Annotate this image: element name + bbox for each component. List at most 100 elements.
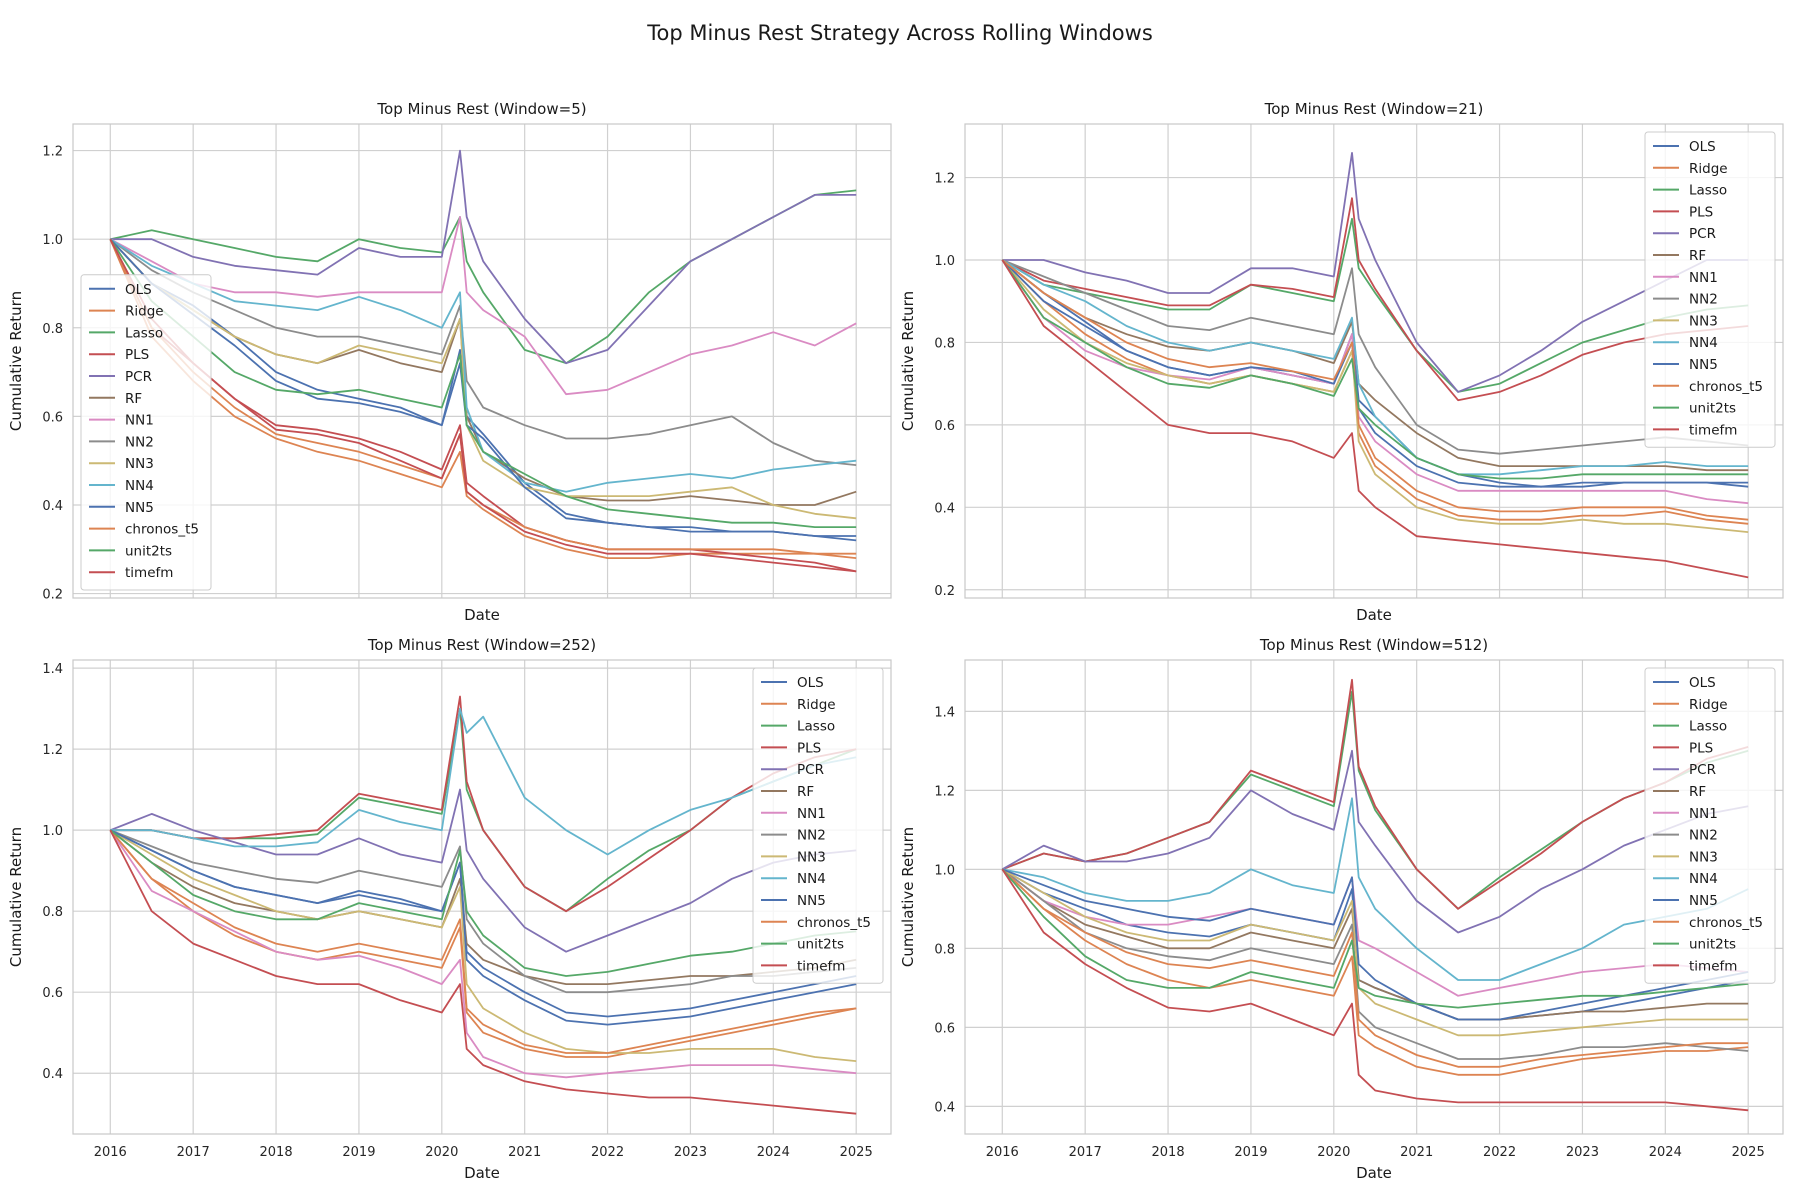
series-line-NN2 (109, 238, 857, 466)
y-tick-label: 0.6 (42, 410, 63, 425)
figure-title: Top Minus Rest Strategy Across Rolling W… (646, 21, 1153, 45)
x-axis-label: Date (464, 1164, 500, 1182)
series-line-unit2ts (109, 829, 857, 977)
legend: OLS Ridge Lasso PLS PCR RF NN1 NN2 NN3 NN4 NN5 chro… (1644, 667, 1776, 984)
legend-label-NN4: NN4 (797, 871, 826, 887)
x-tick-label: 2022 (591, 1145, 624, 1160)
legend-label-NN5: NN5 (1689, 893, 1718, 909)
series-line-Ridge (109, 829, 857, 1058)
series-line-NN4 (1002, 797, 1749, 981)
series-line-NN3 (109, 829, 857, 1062)
legend-label-RF: RF (1689, 784, 1706, 800)
y-tick-label: 1.2 (42, 145, 63, 160)
y-tick-label: 1.0 (42, 233, 63, 248)
y-tick-label: 0.8 (42, 905, 63, 920)
y-tick-label: 1.4 (42, 662, 63, 677)
series-line-chronos_t5 (1001, 868, 1749, 1068)
subplot-4: 0.4 0.6 0.8 1.0 1.2 1.4 2016 2017 2018 2019 2020 20… (899, 636, 1784, 1182)
legend-label-OLS: OLS (1689, 139, 1716, 155)
series-line-unit2ts (109, 238, 857, 528)
subplot-3: 0.4 0.6 0.8 1.0 1.2 1.4 2016 2017 2018 2019 2020 20… (7, 636, 892, 1182)
axes-frame (964, 659, 1784, 1135)
legend-label-NN1: NN1 (797, 806, 826, 822)
series-line-NN1 (109, 829, 857, 1079)
legend-label-RF: RF (1689, 248, 1706, 264)
series-line-timefm (1001, 259, 1749, 579)
series-line-PCR (1002, 151, 1749, 393)
legend-label-NN2: NN2 (797, 828, 826, 844)
series-line-PLS (109, 238, 857, 573)
series-line-NN3 (1001, 259, 1749, 533)
y-tick-label: 0.8 (42, 322, 63, 337)
legend-label-chronos_t5: chronos_t5 (1689, 915, 1763, 931)
legend: OLS Ridge Lasso PLS PCR RF NN1 NN2 NN3 NN4 NN5 chro… (80, 274, 212, 591)
x-tick-label: 2018 (1152, 1145, 1185, 1160)
legend-label-Lasso: Lasso (797, 719, 835, 735)
axes-frame (72, 123, 892, 599)
legend-label-timefm: timefm (1689, 958, 1737, 974)
subplot-1: 0.2 0.4 0.6 0.8 1.0 1.2 Top Minus Rest (Window… (7, 100, 892, 624)
y-tick-label: 1.2 (42, 743, 63, 758)
y-tick-label: 0.4 (42, 499, 63, 514)
series-line-unit2ts (1001, 868, 1749, 1009)
y-tick-label: 1.0 (934, 863, 955, 878)
legend-label-OLS: OLS (797, 675, 824, 691)
x-tick-label: 2017 (1069, 1145, 1102, 1160)
legend-label-NN2: NN2 (1689, 828, 1718, 844)
legend-label-PCR: PCR (1689, 762, 1716, 778)
legend-label-NN1: NN1 (1689, 806, 1718, 822)
y-tick-label: 1.2 (934, 172, 955, 187)
subplot-title: Top Minus Rest (Window=252) (367, 636, 596, 654)
legend-label-unit2ts: unit2ts (125, 543, 172, 559)
y-tick-label: 1.0 (934, 254, 955, 269)
y-tick-label: 0.4 (934, 501, 955, 516)
legend: OLS Ridge Lasso PLS PCR RF NN1 NN2 NN3 NN4 NN5 chro… (1644, 131, 1776, 448)
series-line-NN2 (1001, 259, 1749, 455)
series-line-chronos_t5 (1001, 259, 1749, 521)
x-tick-label: 2020 (1317, 1145, 1350, 1160)
series-line-NN2 (109, 829, 857, 994)
axes-frame (964, 123, 1784, 599)
series-line-timefm (1001, 868, 1749, 1112)
series-line-PLS (110, 695, 857, 913)
x-tick-label: 2021 (1400, 1145, 1433, 1160)
legend-label-NN3: NN3 (1689, 849, 1718, 865)
series-line-Ridge (1001, 868, 1749, 1076)
series-line-PLS (1001, 678, 1749, 910)
legend-label-PCR: PCR (1689, 226, 1716, 242)
x-axis-label: Date (464, 606, 500, 624)
legend-label-PCR: PCR (797, 762, 824, 778)
legend-label-timefm: timefm (797, 958, 845, 974)
x-axis-label: Date (1356, 606, 1392, 624)
y-tick-label: 0.4 (42, 1067, 63, 1082)
x-tick-label: 2022 (1483, 1145, 1516, 1160)
y-tick-label: 0.2 (934, 584, 955, 599)
legend-label-Lasso: Lasso (1689, 183, 1727, 199)
legend-label-OLS: OLS (125, 282, 152, 298)
series-line-PCR (110, 149, 857, 365)
legend-label-Ridge: Ridge (1689, 161, 1728, 177)
legend-label-PCR: PCR (125, 369, 152, 385)
x-tick-label: 2019 (1234, 1145, 1267, 1160)
legend-label-NN5: NN5 (1689, 357, 1718, 373)
legend-label-Lasso: Lasso (1689, 719, 1727, 735)
legend-label-unit2ts: unit2ts (797, 937, 844, 953)
y-tick-label: 0.6 (934, 1021, 955, 1036)
legend-label-PLS: PLS (1689, 740, 1713, 756)
x-tick-label: 2018 (260, 1145, 293, 1160)
legend-label-NN3: NN3 (1689, 313, 1718, 329)
legend-label-NN3: NN3 (797, 849, 826, 865)
x-tick-label: 2016 (94, 1145, 127, 1160)
legend-label-NN4: NN4 (1689, 335, 1718, 351)
series-line-chronos_t5 (109, 829, 857, 1054)
x-tick-label: 2024 (757, 1145, 790, 1160)
legend-label-Lasso: Lasso (125, 325, 163, 341)
series-line-timefm (109, 238, 857, 573)
legend-label-NN1: NN1 (125, 413, 154, 429)
y-tick-label: 0.8 (934, 336, 955, 351)
series-line-timefm (109, 829, 857, 1115)
legend-label-NN5: NN5 (125, 500, 154, 516)
legend-label-NN2: NN2 (1689, 292, 1718, 308)
x-tick-label: 2016 (986, 1145, 1019, 1160)
series-line-NN1 (1001, 868, 1749, 997)
